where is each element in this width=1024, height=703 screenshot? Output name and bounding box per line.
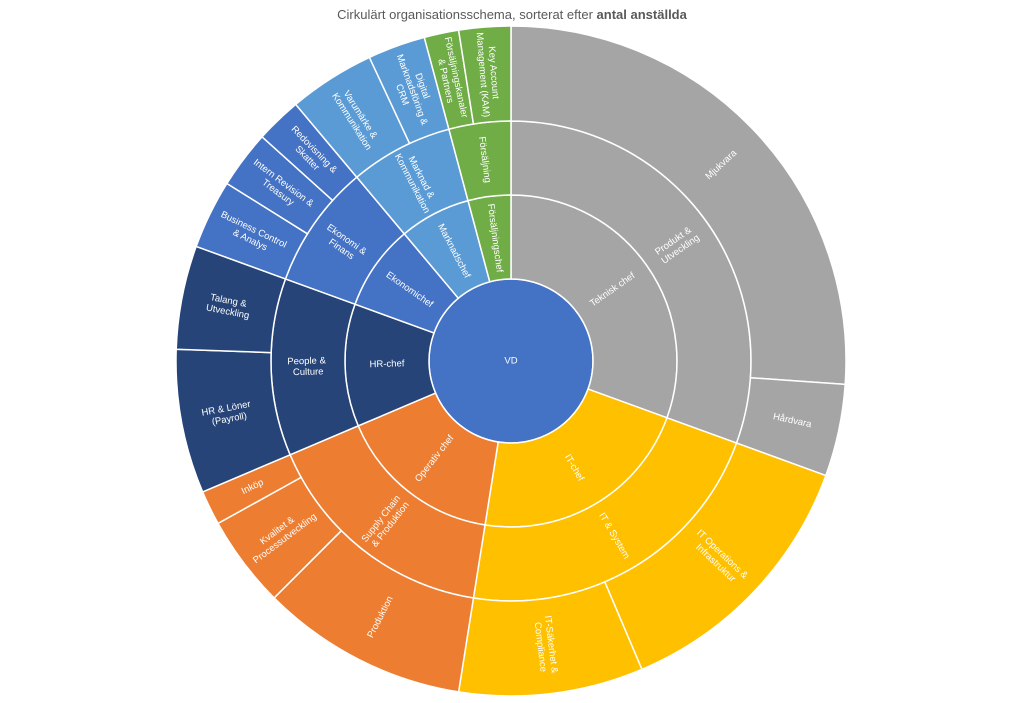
title-text: Cirkulärt organisationsschema, sorterat …: [337, 7, 593, 22]
sunburst-segment: [457, 25, 512, 125]
label-line: Culture: [293, 366, 324, 378]
label-line: Key Account: [486, 46, 501, 102]
segment-label: VD: [504, 356, 517, 367]
chart-title: Cirkulärt organisationsschema, sorterat …: [337, 7, 687, 22]
title-emphasis: antal anställda: [597, 7, 688, 22]
segment-label: People & Culture: [287, 355, 329, 378]
segment-label: HR-chef: [369, 358, 404, 370]
sunburst-segment: [510, 25, 847, 386]
label-line: People &: [287, 355, 328, 367]
